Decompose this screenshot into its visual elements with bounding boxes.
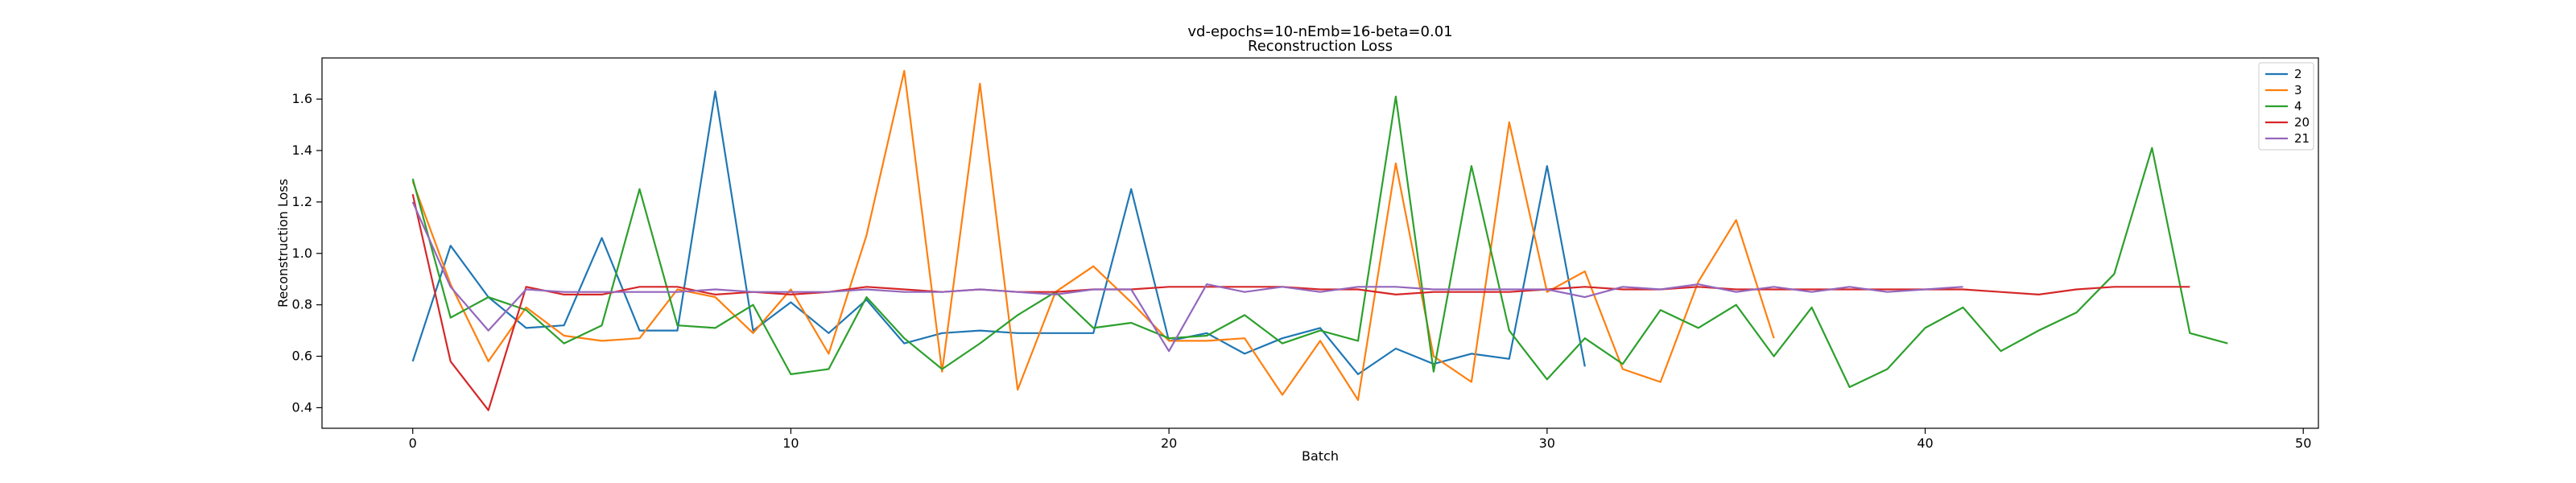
y-tick-label: 1.2 — [292, 194, 312, 209]
y-tick-label: 0.8 — [292, 297, 312, 312]
y-axis-ticks: 0.4 0.6 0.8 1.0 1.2 1.4 1.6 — [292, 91, 322, 415]
series-lines — [411, 69, 2228, 411]
y-tick-label: 1.4 — [292, 142, 312, 158]
y-tick-label: 0.6 — [292, 349, 312, 364]
chart-title: vd-epochs=10-nEmb=16-beta=0.01 — [1187, 23, 1452, 40]
series-line-4 — [411, 95, 2228, 388]
y-tick-label: 1.0 — [292, 246, 312, 261]
y-tick-label: 0.4 — [292, 399, 312, 415]
x-tick-label: 20 — [1161, 436, 1177, 451]
x-tick-label: 0 — [409, 436, 417, 451]
legend-label-3: 3 — [2294, 83, 2302, 97]
x-axis-label: Batch — [1302, 448, 1339, 464]
x-tick-label: 30 — [1539, 436, 1555, 451]
y-tick-label: 1.6 — [292, 91, 312, 106]
legend-label-2: 2 — [2294, 67, 2302, 81]
x-tick-label: 50 — [2295, 436, 2311, 451]
legend-label-20: 20 — [2294, 115, 2310, 130]
legend-label-21: 21 — [2294, 131, 2310, 146]
y-axis-label: Reconstruction Loss — [275, 179, 291, 308]
chart-subtitle: Reconstruction Loss — [1248, 38, 1393, 55]
x-tick-label: 10 — [782, 436, 799, 451]
x-axis-ticks: 0 10 20 30 40 50 — [409, 428, 2311, 451]
plot-area-frame — [321, 57, 2319, 429]
legend-label-4: 4 — [2294, 99, 2302, 114]
x-tick-label: 40 — [1917, 436, 1933, 451]
series-line-3 — [411, 69, 1775, 401]
series-line-2 — [411, 90, 1586, 375]
series-line-20 — [411, 194, 2190, 411]
series-line-21 — [411, 201, 1963, 353]
